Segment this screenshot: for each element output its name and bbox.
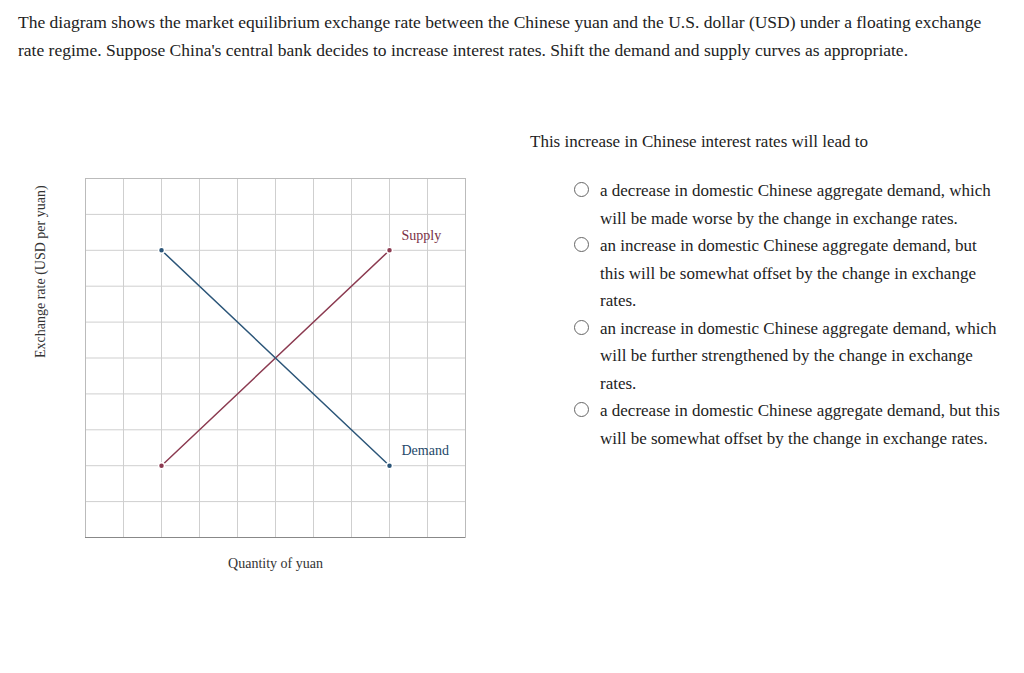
svg-text:Exchange rate (USD per yuan): Exchange rate (USD per yuan)	[33, 185, 49, 358]
html-text:a decrease in domestic Chinese: a decrease in domestic Chinese aggregate…	[600, 401, 1000, 448]
svg-text:Quantity of yuan: Quantity of yuan	[228, 556, 323, 571]
html-text:an increase in domestic Chines: an increase in domestic Chinese aggregat…	[600, 318, 997, 393]
html-text:an increase in domestic Chines: an increase in domestic Chinese aggregat…	[600, 236, 977, 310]
html-text:a decrease in domestic Chinese: a decrease in domestic Chinese aggregate…	[600, 181, 991, 228]
svg-text:Supply: Supply	[402, 228, 442, 243]
svg-text:Demand: Demand	[402, 443, 449, 458]
html-text:This increase in Chinese inter: This increase in Chinese interest rates …	[530, 132, 868, 151]
html-text:The diagram shows the market e: The diagram shows the market equilibrium…	[18, 12, 982, 60]
